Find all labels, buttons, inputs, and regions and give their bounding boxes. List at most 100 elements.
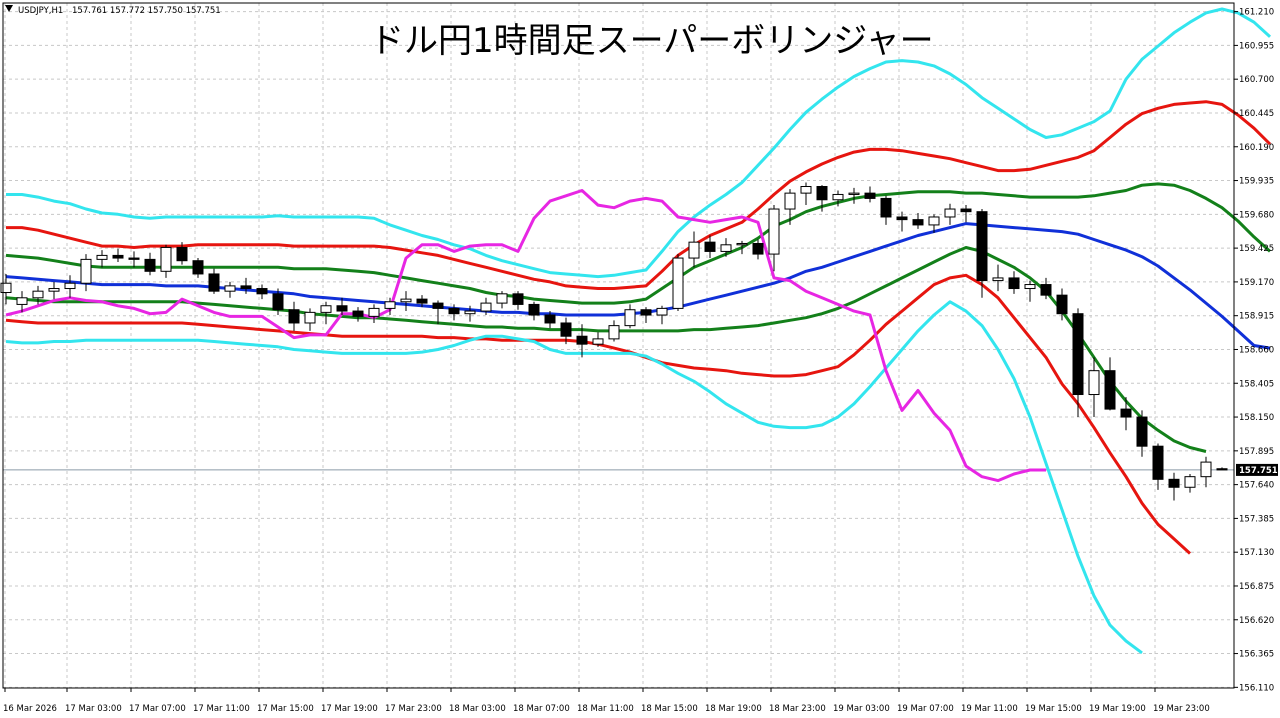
x-tick-label: 19 Mar 23:00: [1153, 704, 1210, 714]
candle-body: [544, 314, 556, 324]
price-tag-value: 157.751: [1239, 466, 1278, 476]
candle-body: [624, 309, 636, 327]
candle-body: [592, 338, 604, 345]
candle: [272, 288, 284, 316]
candle-body: [1104, 370, 1116, 410]
lower-3sigma-line: [5, 300, 1143, 655]
symbol-header: USDJPY,H1 157.761 157.772 157.750 157.75…: [18, 6, 221, 16]
candle-body: [1184, 476, 1196, 488]
symbol-menu-triangle-icon[interactable]: [5, 5, 13, 12]
candle-body: [832, 193, 844, 201]
candle: [480, 297, 492, 316]
candle-body: [896, 216, 908, 221]
candle-body: [944, 208, 956, 218]
candle-body: [848, 192, 860, 195]
y-tick-label: 157.895: [1239, 447, 1274, 457]
candle: [576, 324, 588, 358]
x-tick-label: 16 Mar 2026: [3, 704, 57, 714]
lower-1sigma-line: [5, 246, 1207, 453]
candle: [304, 308, 316, 331]
candle-body: [1216, 468, 1228, 471]
candle: [544, 311, 556, 329]
candle-body: [464, 310, 476, 315]
candle-body: [16, 297, 28, 305]
candle-body: [1200, 461, 1212, 478]
candle-body: [800, 186, 812, 194]
candle-body: [400, 298, 412, 303]
candle-body: [320, 305, 332, 313]
y-tick-label: 157.130: [1239, 548, 1274, 558]
candle: [1216, 467, 1228, 471]
candle: [592, 332, 604, 347]
candle: [288, 301, 300, 331]
candle: [512, 291, 524, 310]
candle: [1040, 277, 1052, 300]
candle: [32, 285, 44, 305]
candle-body: [768, 208, 780, 255]
candle: [736, 240, 748, 255]
candle-body: [32, 290, 44, 299]
candle: [464, 305, 476, 322]
candle-body: [256, 288, 268, 295]
y-tick-label: 158.405: [1239, 379, 1274, 389]
candle: [16, 291, 28, 313]
candle-body: [272, 293, 284, 311]
price-tag-background: [1236, 463, 1278, 476]
candle-body: [960, 208, 972, 213]
candle: [320, 301, 332, 325]
candle: [656, 305, 668, 325]
lower-2sigma-line: [5, 273, 1192, 555]
candle: [1104, 357, 1116, 411]
candle: [1072, 308, 1084, 418]
candle: [624, 304, 636, 329]
candle-body: [880, 197, 892, 218]
candle: [48, 281, 60, 300]
candle: [448, 304, 460, 321]
x-tick-label: 18 Mar 07:00: [513, 704, 570, 714]
x-tick-label: 17 Mar 11:00: [193, 704, 250, 714]
candle-body: [928, 216, 940, 226]
candle-body: [704, 241, 716, 252]
candle: [640, 307, 652, 323]
chart-title: ドル円1時間足スーパーボリンジャー: [370, 21, 934, 61]
candle: [752, 239, 764, 260]
candle-body: [1008, 277, 1020, 290]
y-tick-label: 160.445: [1239, 109, 1274, 119]
candle-body: [1168, 478, 1180, 488]
x-tick-label: 19 Mar 03:00: [833, 704, 890, 714]
x-tick-label: 19 Mar 07:00: [897, 704, 954, 714]
candle: [1008, 271, 1020, 294]
candle-body: [224, 285, 236, 292]
candle-body: [416, 298, 428, 304]
candle: [608, 320, 620, 342]
candle-body: [160, 246, 172, 272]
x-tick-label: 17 Mar 15:00: [257, 704, 314, 714]
candle-body: [608, 325, 620, 340]
candle: [848, 187, 860, 204]
y-tick-label: 159.170: [1239, 278, 1274, 288]
candle: [1024, 280, 1036, 302]
y-tick-label: 156.620: [1239, 616, 1274, 626]
x-tick-label: 18 Mar 23:00: [769, 704, 826, 714]
candle: [192, 258, 204, 278]
candle-body: [720, 244, 732, 252]
candle: [1184, 474, 1196, 493]
candle: [816, 185, 828, 212]
candle: [1088, 357, 1100, 418]
x-tick-label: 18 Mar 11:00: [577, 704, 634, 714]
y-tick-label: 158.660: [1239, 345, 1274, 355]
candle-body: [816, 186, 828, 201]
candle-body: [992, 277, 1004, 282]
y-tick-label: 160.955: [1239, 41, 1274, 51]
candle-body: [240, 285, 252, 290]
candle: [704, 235, 716, 259]
candle-body: [0, 282, 12, 294]
y-tick-label: 156.875: [1239, 582, 1274, 592]
candle-body: [736, 242, 748, 246]
lagging-span-line: [5, 189, 1046, 483]
candle: [96, 250, 108, 268]
candle: [256, 284, 268, 300]
candle-body: [384, 301, 396, 309]
candle-body: [1040, 284, 1052, 296]
